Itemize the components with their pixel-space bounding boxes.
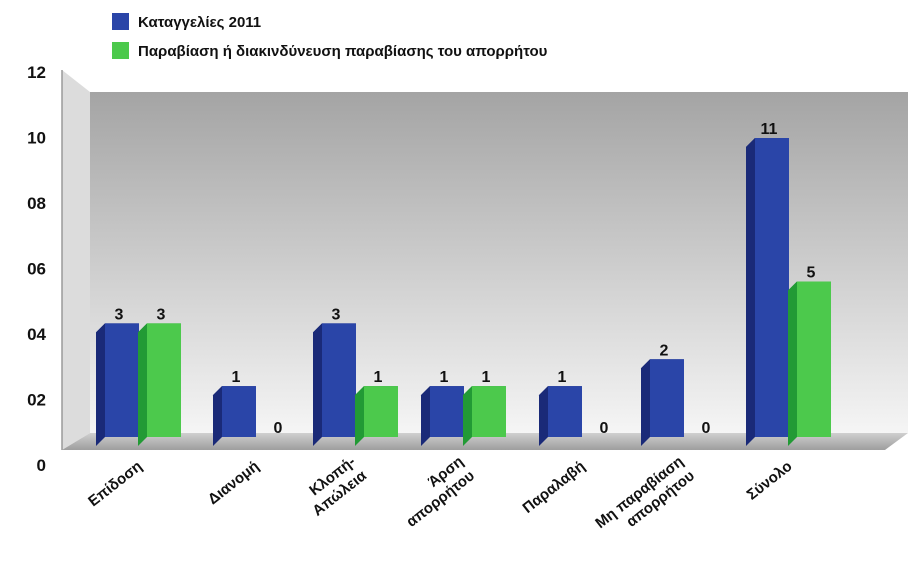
legend-swatch-series-1 [112,13,129,30]
bar-side [641,359,650,446]
bar-series-2 [788,281,831,446]
chart-frame [61,70,908,450]
category-label: Διανομή [205,458,263,508]
bar-front [222,386,256,437]
value-label: 3 [332,306,341,323]
bar-front [105,323,139,437]
y-tick-label: 08 [27,194,46,213]
bar-side [313,323,322,446]
bar-front [364,386,398,437]
value-label: 0 [600,420,609,437]
y-tick-label: 04 [27,325,46,344]
category-labels: Επίδοση Διανομή Κλοπή-Απώλεια Άρσηαπορρήτου… [85,453,796,546]
y-tick-label: 10 [27,129,46,148]
bar-front [797,281,831,437]
legend-swatch-series-2 [112,42,129,59]
category-label: Επίδοση [85,458,145,510]
bar-front [147,323,181,437]
legend-label-series-2: Παραβίαση ή διακινδύνευση παραβίασης του… [138,43,548,60]
value-label: 0 [274,420,283,437]
bar-series-1 [96,323,139,446]
bar-side [96,323,105,446]
bar-series-1 [213,386,256,446]
value-label: 1 [232,369,241,386]
category-label: Άρσηαπορρήτου [392,453,478,531]
value-label: 5 [807,265,816,282]
y-axis-ticks: 0 02 04 06 08 10 12 [27,63,46,475]
bar-front [548,386,582,437]
value-label: 1 [440,369,449,386]
side-wall [62,70,90,450]
bar-front [322,323,356,437]
y-tick-label: 02 [27,391,46,410]
bar-series-2 [355,386,398,446]
bar-series-1 [746,138,789,446]
value-label: 1 [374,369,383,386]
legend: Καταγγελίες 2011 Παραβίαση ή διακινδύνευ… [112,13,548,60]
bar-front [472,386,506,437]
bar-series-2 [463,386,506,446]
value-label: 1 [482,369,491,386]
bar-side [788,281,797,446]
y-tick-label: 06 [27,260,46,279]
bar-series-1 [641,359,684,446]
bar-side [539,386,548,446]
bar-side [746,138,755,446]
bar-side [138,323,147,446]
category-label: Σύνολο [744,458,796,504]
value-label: 1 [558,369,567,386]
category-label: Κλοπή-Απώλεια [298,453,370,520]
value-label: 3 [115,306,124,323]
bar-side [421,386,430,446]
bar-series-1 [421,386,464,446]
value-label: 11 [761,121,778,138]
bar-side [355,386,364,446]
category-label: Μη παραβίασηαπορρήτου [592,453,698,546]
value-label: 2 [660,342,669,359]
y-tick-label: 0 [37,456,46,475]
bar-series-1 [313,323,356,446]
category-label: Παραλαβή [519,458,588,517]
bar-front [755,138,789,437]
bar-series-2 [138,323,181,446]
value-label: 3 [157,306,166,323]
bars [96,138,831,446]
bar-front [430,386,464,437]
bar-side [213,386,222,446]
y-tick-label: 12 [27,63,46,82]
value-label: 0 [702,420,711,437]
legend-label-series-1: Καταγγελίες 2011 [138,14,261,31]
bar-side [463,386,472,446]
bar-front [650,359,684,437]
back-wall [90,92,908,433]
bar-series-1 [539,386,582,446]
floor [62,433,908,450]
